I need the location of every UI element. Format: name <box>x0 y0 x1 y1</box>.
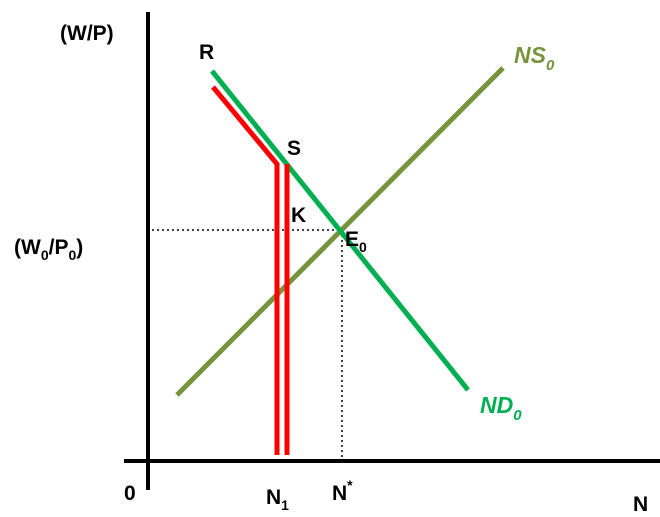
nd-curve-label: ND0 <box>480 392 522 424</box>
nstar-label: N* <box>332 477 353 505</box>
y-axis-label: (W/P) <box>60 22 114 45</box>
point-s-label: S <box>287 137 301 160</box>
ns-curve-label: NS0 <box>514 42 555 74</box>
origin-label: 0 <box>124 482 136 505</box>
point-r-label: R <box>199 41 214 64</box>
point-k-label: K <box>291 204 306 227</box>
x-axis-label: N <box>633 493 648 516</box>
n1-label: N1 <box>266 486 289 513</box>
point-e0-label: E0 <box>345 228 367 255</box>
real-wage-label: (W0/P0) <box>14 236 83 263</box>
nd-curve <box>210 69 470 392</box>
constrained-demand-inner <box>211 85 280 455</box>
